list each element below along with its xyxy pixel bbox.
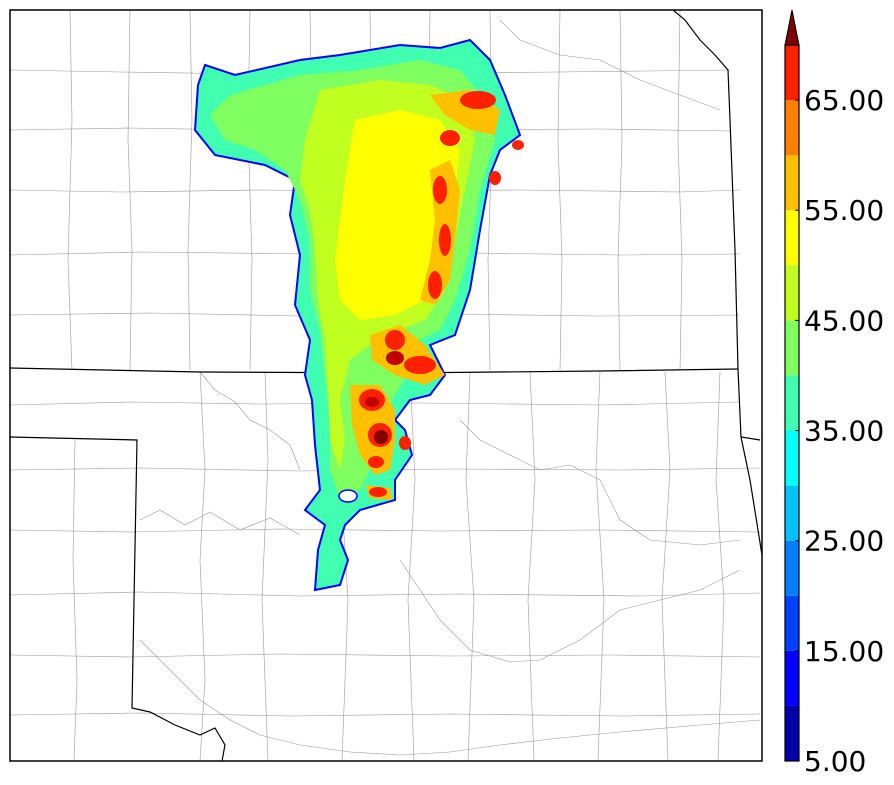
core-border-2 (404, 356, 436, 374)
missouri-border (672, 10, 761, 441)
core-line-3 (428, 271, 442, 299)
echo-hole (338, 489, 358, 503)
county-boundaries (10, 10, 761, 761)
core-line-4 (489, 171, 501, 185)
core-border-3 (386, 351, 404, 365)
core-line-2 (439, 224, 451, 256)
core-max-2 (374, 430, 388, 444)
state-boundaries (10, 10, 762, 761)
core-max-1 (365, 397, 379, 407)
core-ok-4 (368, 456, 384, 468)
core-line-1 (433, 176, 447, 204)
core-border-1 (385, 330, 405, 350)
core-ne-3 (512, 140, 524, 150)
oklahoma-panhandle-border (10, 436, 226, 761)
arkansas-border (740, 436, 762, 556)
reflectivity-field (193, 38, 524, 592)
core-ok-5 (369, 487, 387, 497)
core-ok-3 (399, 436, 411, 450)
core-ne-2 (440, 130, 460, 146)
core-ne-1 (460, 91, 496, 109)
map-frame (9, 9, 763, 762)
